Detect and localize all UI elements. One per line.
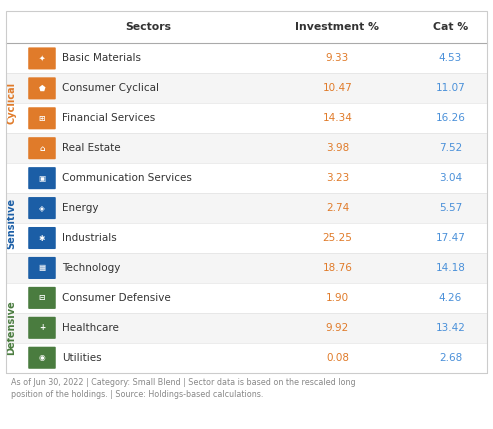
Text: Industrials: Industrials xyxy=(62,233,117,243)
Bar xyxy=(5,43,488,73)
Bar xyxy=(5,163,488,193)
FancyBboxPatch shape xyxy=(28,107,56,129)
Text: 2.74: 2.74 xyxy=(326,203,349,213)
Text: ⬟: ⬟ xyxy=(38,84,45,93)
Text: 9.92: 9.92 xyxy=(326,323,349,333)
Bar xyxy=(5,133,488,163)
Text: ◈: ◈ xyxy=(39,204,45,213)
Bar xyxy=(5,73,488,103)
FancyBboxPatch shape xyxy=(28,77,56,100)
Text: 11.07: 11.07 xyxy=(436,83,465,94)
Text: 18.76: 18.76 xyxy=(322,263,352,273)
Text: Energy: Energy xyxy=(62,203,99,213)
Text: Investment %: Investment % xyxy=(295,22,380,33)
Text: Consumer Cyclical: Consumer Cyclical xyxy=(62,83,159,94)
Text: 4.26: 4.26 xyxy=(439,293,462,303)
Text: 14.18: 14.18 xyxy=(436,263,465,273)
Text: Utilities: Utilities xyxy=(62,353,102,363)
Text: 7.52: 7.52 xyxy=(439,143,462,153)
Text: Sectors: Sectors xyxy=(125,22,171,33)
Text: ◉: ◉ xyxy=(38,353,45,362)
FancyBboxPatch shape xyxy=(28,287,56,309)
Text: ⌂: ⌂ xyxy=(39,144,45,153)
Text: 3.04: 3.04 xyxy=(439,173,462,183)
Bar xyxy=(5,12,488,373)
Text: ✱: ✱ xyxy=(39,233,45,242)
Bar xyxy=(5,313,488,343)
FancyBboxPatch shape xyxy=(28,167,56,189)
Text: Defensive: Defensive xyxy=(6,300,16,355)
FancyBboxPatch shape xyxy=(28,257,56,279)
Bar xyxy=(5,12,488,43)
Text: ✦: ✦ xyxy=(39,54,45,63)
Text: Healthcare: Healthcare xyxy=(62,323,119,333)
Text: Real Estate: Real Estate xyxy=(62,143,121,153)
Text: Sensitive: Sensitive xyxy=(6,197,16,249)
Text: Cyclical: Cyclical xyxy=(6,82,16,124)
Text: As of Jun 30, 2022 | Category: Small Blend | Sector data is based on the rescale: As of Jun 30, 2022 | Category: Small Ble… xyxy=(10,378,355,399)
Text: 0.08: 0.08 xyxy=(326,353,349,363)
FancyBboxPatch shape xyxy=(28,317,56,339)
Text: 1.90: 1.90 xyxy=(326,293,349,303)
FancyBboxPatch shape xyxy=(28,137,56,159)
Text: 17.47: 17.47 xyxy=(436,233,465,243)
Text: 13.42: 13.42 xyxy=(436,323,465,333)
Text: Consumer Defensive: Consumer Defensive xyxy=(62,293,171,303)
Text: 3.23: 3.23 xyxy=(326,173,349,183)
Bar xyxy=(5,193,488,223)
Text: 5.57: 5.57 xyxy=(439,203,462,213)
Bar xyxy=(5,103,488,133)
Text: Communication Services: Communication Services xyxy=(62,173,192,183)
Text: 3.98: 3.98 xyxy=(326,143,349,153)
Bar xyxy=(5,283,488,313)
Text: 4.53: 4.53 xyxy=(439,54,462,63)
Text: ⊟: ⊟ xyxy=(39,293,45,302)
Bar xyxy=(5,253,488,283)
Text: 9.33: 9.33 xyxy=(326,54,349,63)
Text: ▣: ▣ xyxy=(38,174,46,183)
FancyBboxPatch shape xyxy=(28,197,56,219)
Text: ▦: ▦ xyxy=(38,263,46,272)
Text: Cat %: Cat % xyxy=(433,22,468,33)
Text: 16.26: 16.26 xyxy=(436,113,465,123)
Text: +: + xyxy=(39,323,45,332)
Text: Financial Services: Financial Services xyxy=(62,113,155,123)
Bar xyxy=(5,343,488,373)
Text: Technology: Technology xyxy=(62,263,120,273)
Text: 25.25: 25.25 xyxy=(322,233,352,243)
Text: 14.34: 14.34 xyxy=(322,113,352,123)
FancyBboxPatch shape xyxy=(28,47,56,69)
Text: ⊞: ⊞ xyxy=(39,114,45,123)
FancyBboxPatch shape xyxy=(28,227,56,249)
Text: Basic Materials: Basic Materials xyxy=(62,54,141,63)
Text: 10.47: 10.47 xyxy=(322,83,352,94)
Bar xyxy=(5,223,488,253)
Text: 2.68: 2.68 xyxy=(439,353,462,363)
FancyBboxPatch shape xyxy=(28,347,56,369)
